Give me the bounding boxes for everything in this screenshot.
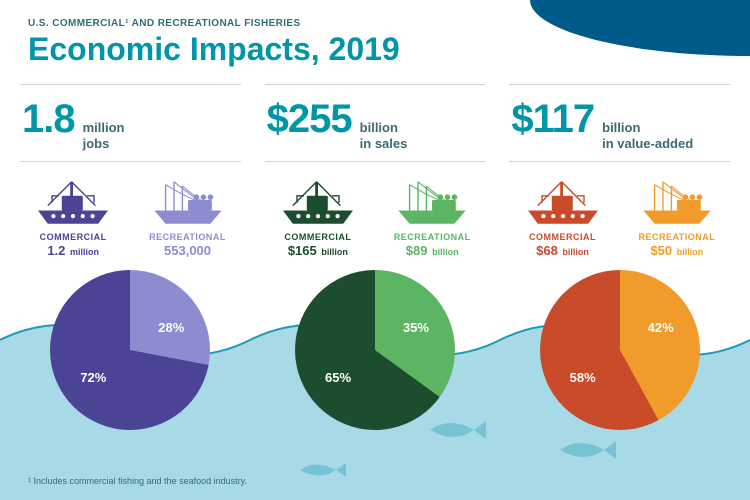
headline-stat: $255 billionin sales bbox=[265, 95, 486, 155]
headline-value: $117 bbox=[511, 97, 594, 142]
divider bbox=[509, 84, 730, 85]
divider bbox=[20, 161, 241, 162]
pie-recreational-pct: 28% bbox=[158, 320, 184, 335]
commercial-label: COMMERCIAL bbox=[509, 232, 615, 242]
footnote: ¹ Includes commercial fishing and the se… bbox=[28, 476, 247, 486]
headline-value: 1.8 bbox=[22, 97, 75, 142]
commercial-value: 1.2 million bbox=[20, 243, 126, 258]
commercial-value: $68 billion bbox=[509, 243, 615, 258]
pie-recreational-pct: 35% bbox=[403, 320, 429, 335]
commercial-box: COMMERCIAL $165 billion bbox=[265, 172, 371, 258]
divider bbox=[20, 84, 241, 85]
recreational-value: $50 billion bbox=[624, 243, 730, 258]
headline-unit: billionin sales bbox=[360, 120, 408, 151]
headline-stat: $117 billionin value-added bbox=[509, 95, 730, 155]
pie-recreational-pct: 42% bbox=[648, 320, 674, 335]
recreational-value: $89 billion bbox=[379, 243, 485, 258]
recreational-box: RECREATIONAL $89 billion bbox=[379, 172, 485, 258]
recreational-label: RECREATIONAL bbox=[379, 232, 485, 242]
headline-stat: 1.8 millionjobs bbox=[20, 95, 241, 155]
pie-commercial-pct: 65% bbox=[325, 370, 351, 385]
recreational-box: RECREATIONAL $50 billion bbox=[624, 172, 730, 258]
divider bbox=[509, 161, 730, 162]
recreational-value: 553,000 bbox=[134, 243, 240, 258]
panel: $117 billionin value-added COMMERCIAL $6… bbox=[503, 78, 736, 430]
pie-chart: 72% 28% bbox=[50, 270, 210, 430]
panels-row: 1.8 millionjobs COMMERCIAL 1.2 million bbox=[0, 68, 750, 430]
headline-unit: billionin value-added bbox=[602, 120, 693, 151]
headline-unit: millionjobs bbox=[83, 120, 125, 151]
commercial-box: COMMERCIAL 1.2 million bbox=[20, 172, 126, 258]
pie-chart: 58% 42% bbox=[540, 270, 700, 430]
recreational-label: RECREATIONAL bbox=[624, 232, 730, 242]
pie-commercial-pct: 58% bbox=[570, 370, 596, 385]
commercial-label: COMMERCIAL bbox=[265, 232, 371, 242]
recreational-box: RECREATIONAL 553,000 bbox=[134, 172, 240, 258]
headline-value: $255 bbox=[267, 97, 352, 142]
breakdown-row: COMMERCIAL $165 billion RECREATIONAL $89… bbox=[265, 172, 486, 258]
divider bbox=[265, 84, 486, 85]
commercial-value: $165 billion bbox=[265, 243, 371, 258]
panel: $255 billionin sales COMMERCIAL $165 bil… bbox=[259, 78, 492, 430]
commercial-box: COMMERCIAL $68 billion bbox=[509, 172, 615, 258]
commercial-label: COMMERCIAL bbox=[20, 232, 126, 242]
breakdown-row: COMMERCIAL $68 billion RECREATIONAL $50 … bbox=[509, 172, 730, 258]
pie-chart: 65% 35% bbox=[295, 270, 455, 430]
panel: 1.8 millionjobs COMMERCIAL 1.2 million bbox=[14, 78, 247, 430]
breakdown-row: COMMERCIAL 1.2 million RECREATIONAL 553,… bbox=[20, 172, 241, 258]
divider bbox=[265, 161, 486, 162]
pie-commercial-pct: 72% bbox=[80, 370, 106, 385]
recreational-label: RECREATIONAL bbox=[134, 232, 240, 242]
infographic: U.S. COMMERCIAL¹ AND RECREATIONAL FISHER… bbox=[0, 0, 750, 500]
